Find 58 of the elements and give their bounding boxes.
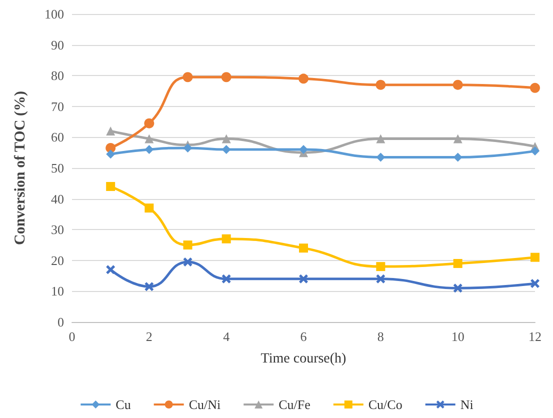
y-tick-label: 40 — [51, 191, 64, 206]
point — [222, 234, 231, 244]
point — [299, 145, 308, 154]
legend-label: Ni — [460, 397, 474, 412]
point — [144, 118, 154, 128]
point — [530, 146, 540, 156]
point — [530, 279, 540, 288]
point — [106, 265, 116, 274]
point — [144, 134, 154, 144]
point — [299, 244, 308, 253]
y-axis-title: Conversion of TOC (%) — [12, 90, 28, 246]
y-tick-label: 90 — [51, 37, 64, 52]
y-tick-label: 0 — [58, 314, 64, 330]
point — [298, 74, 308, 84]
point — [182, 72, 193, 82]
x-tick-label: 4 — [223, 329, 230, 344]
point — [144, 282, 154, 292]
point — [299, 274, 308, 284]
x-tick-label: 0 — [68, 329, 76, 344]
point — [106, 150, 116, 159]
y-tick-label: 30 — [51, 222, 64, 238]
legend-label: Cu — [116, 397, 132, 412]
point — [452, 80, 463, 90]
point — [530, 82, 540, 93]
x-tick-label: 2 — [146, 329, 152, 344]
y-tick-label: 20 — [51, 252, 64, 268]
point — [530, 252, 540, 262]
y-tick-label: 50 — [51, 160, 64, 176]
y-tick-label: 70 — [51, 98, 64, 114]
point — [144, 145, 154, 154]
x-axis-title: Time course(h) — [260, 352, 347, 366]
point — [106, 126, 116, 136]
x-tick-label: 8 — [377, 329, 384, 344]
point — [376, 274, 386, 284]
point — [183, 240, 192, 250]
point — [453, 284, 462, 293]
point — [222, 134, 231, 144]
point — [376, 134, 386, 144]
point — [376, 80, 386, 90]
point — [376, 262, 386, 272]
y-tick-label: 60 — [51, 130, 64, 145]
point — [221, 72, 232, 82]
point — [106, 182, 116, 191]
point — [144, 204, 154, 213]
x-tick-label: 10 — [451, 329, 464, 344]
point — [183, 143, 192, 152]
point — [453, 134, 462, 144]
point — [183, 257, 192, 266]
x-tick-label: 12 — [528, 329, 542, 344]
point — [453, 258, 462, 268]
x-tick-label: 6 — [300, 329, 308, 344]
legend-label: Cu/Fe — [278, 397, 311, 412]
y-tick-label: 100 — [44, 6, 64, 22]
point — [222, 274, 231, 284]
legend-label: Cu/Co — [368, 397, 402, 412]
legend-label: Cu/Ni — [188, 397, 221, 412]
y-tick-label: 10 — [51, 284, 64, 299]
y-tick-label: 80 — [51, 68, 64, 84]
